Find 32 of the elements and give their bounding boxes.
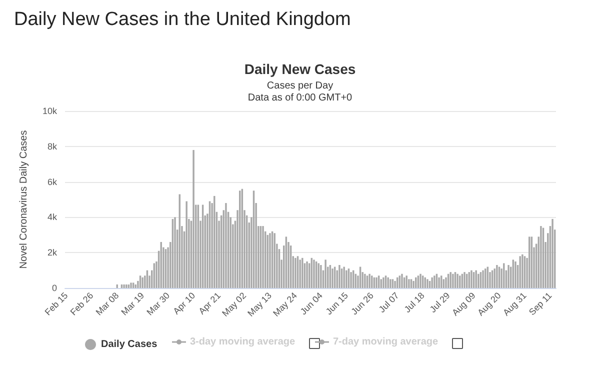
text: Cases per Day bbox=[266, 80, 334, 92]
y-axis-title: Novel Coronavirus Daily Cases bbox=[18, 130, 30, 269]
x-tick-label: May 13 bbox=[246, 290, 274, 318]
y-tick-label: 0 bbox=[52, 283, 57, 293]
x-tick-label: Jul 07 bbox=[376, 290, 401, 314]
chart-title: Daily New Cases in the United Kingdom bbox=[14, 9, 351, 30]
x-tick-label: Jun 04 bbox=[298, 290, 324, 317]
x-tick-label: Mar 30 bbox=[144, 290, 172, 318]
x-tick-label: Aug 20 bbox=[476, 290, 503, 318]
x-tick-label: May 24 bbox=[271, 290, 299, 318]
legend-label: Daily Cases bbox=[101, 339, 158, 350]
x-tick-label: Sep 11 bbox=[527, 290, 554, 318]
x-tick-label: Mar 08 bbox=[94, 290, 121, 318]
x-tick-label: Aug 09 bbox=[450, 290, 478, 318]
x-tick-label: Jul 29 bbox=[428, 290, 452, 314]
y-tick-label: 6k bbox=[47, 176, 58, 187]
y-tick-label: 10k bbox=[42, 106, 58, 116]
x-tick-label: Mar 19 bbox=[119, 290, 146, 318]
x-tick-label: Aug 31 bbox=[501, 290, 528, 318]
text: Data as of 0:00 GMT+0 bbox=[248, 92, 353, 104]
x-tick-label: Apr 10 bbox=[171, 290, 198, 316]
x-tick-label: Jun 26 bbox=[349, 290, 376, 317]
x-tick-label: Feb 15 bbox=[42, 290, 70, 318]
x-tick-label: Apr 21 bbox=[196, 290, 223, 316]
y-tick-label: 2k bbox=[47, 248, 58, 258]
y-tick-label: 4k bbox=[47, 212, 58, 222]
x-tick-label: Jul 18 bbox=[402, 290, 426, 314]
y-tick-label: 8k bbox=[47, 141, 58, 152]
x-tick-label: Jun 15 bbox=[324, 290, 350, 317]
x-tick-label: May 02 bbox=[220, 290, 248, 318]
x-tick-label: Feb 26 bbox=[68, 290, 96, 318]
chart-subtitle: Daily New Cases bbox=[244, 61, 356, 77]
